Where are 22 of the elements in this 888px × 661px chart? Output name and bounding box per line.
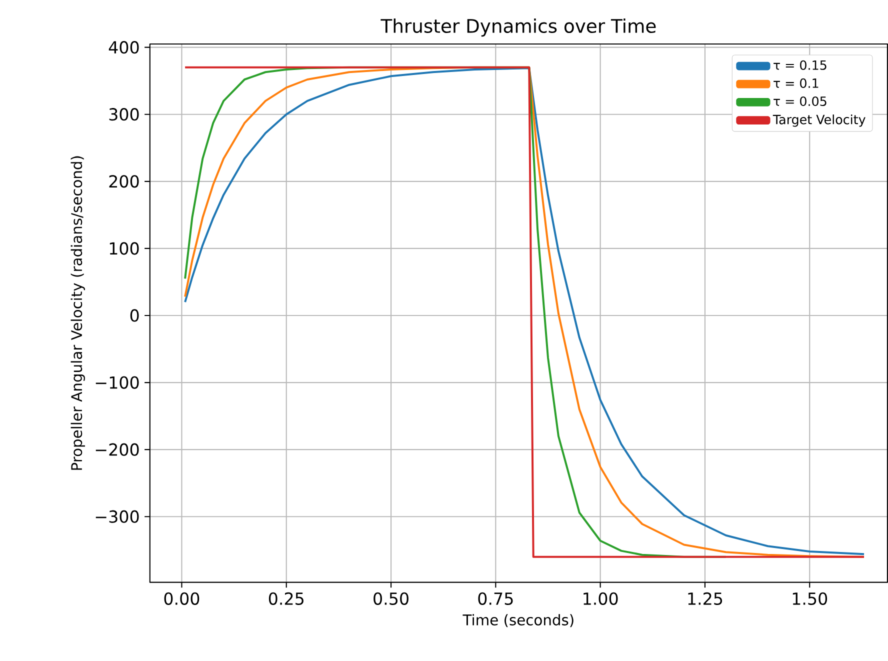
x-tick-label: 1.00 bbox=[584, 592, 618, 605]
legend-label: τ = 0.1 bbox=[774, 78, 818, 88]
y-tick-label: 0 bbox=[130, 309, 139, 322]
x-tick-label: 0.00 bbox=[164, 592, 200, 605]
x-tick-label: 1.50 bbox=[792, 592, 828, 605]
x-tick-label: 0.50 bbox=[374, 592, 408, 605]
legend-label: Target Velocity bbox=[772, 114, 866, 127]
legend-label: τ = 0.05 bbox=[774, 96, 826, 106]
legend-label: τ = 0.15 bbox=[774, 60, 826, 70]
y-tick-label: 300 bbox=[109, 108, 139, 121]
y-tick-label: −300 bbox=[96, 510, 139, 523]
y-tick-label: −200 bbox=[96, 443, 139, 456]
x-tick-label: 1.25 bbox=[688, 592, 722, 605]
y-tick-label: 200 bbox=[109, 175, 139, 188]
y-axis-title: Propeller Angular Velocity (radians/second) bbox=[70, 156, 85, 470]
chart-title: Thruster Dynamics over Time bbox=[380, 18, 656, 37]
y-tick-label: 100 bbox=[110, 242, 139, 255]
y-tick-label: −100 bbox=[96, 376, 139, 389]
x-tick-label: 0.75 bbox=[478, 592, 513, 605]
x-tick-label: 0.25 bbox=[268, 592, 304, 605]
x-axis-title: Time (seconds) bbox=[462, 614, 574, 628]
y-tick-label: 400 bbox=[108, 41, 139, 54]
